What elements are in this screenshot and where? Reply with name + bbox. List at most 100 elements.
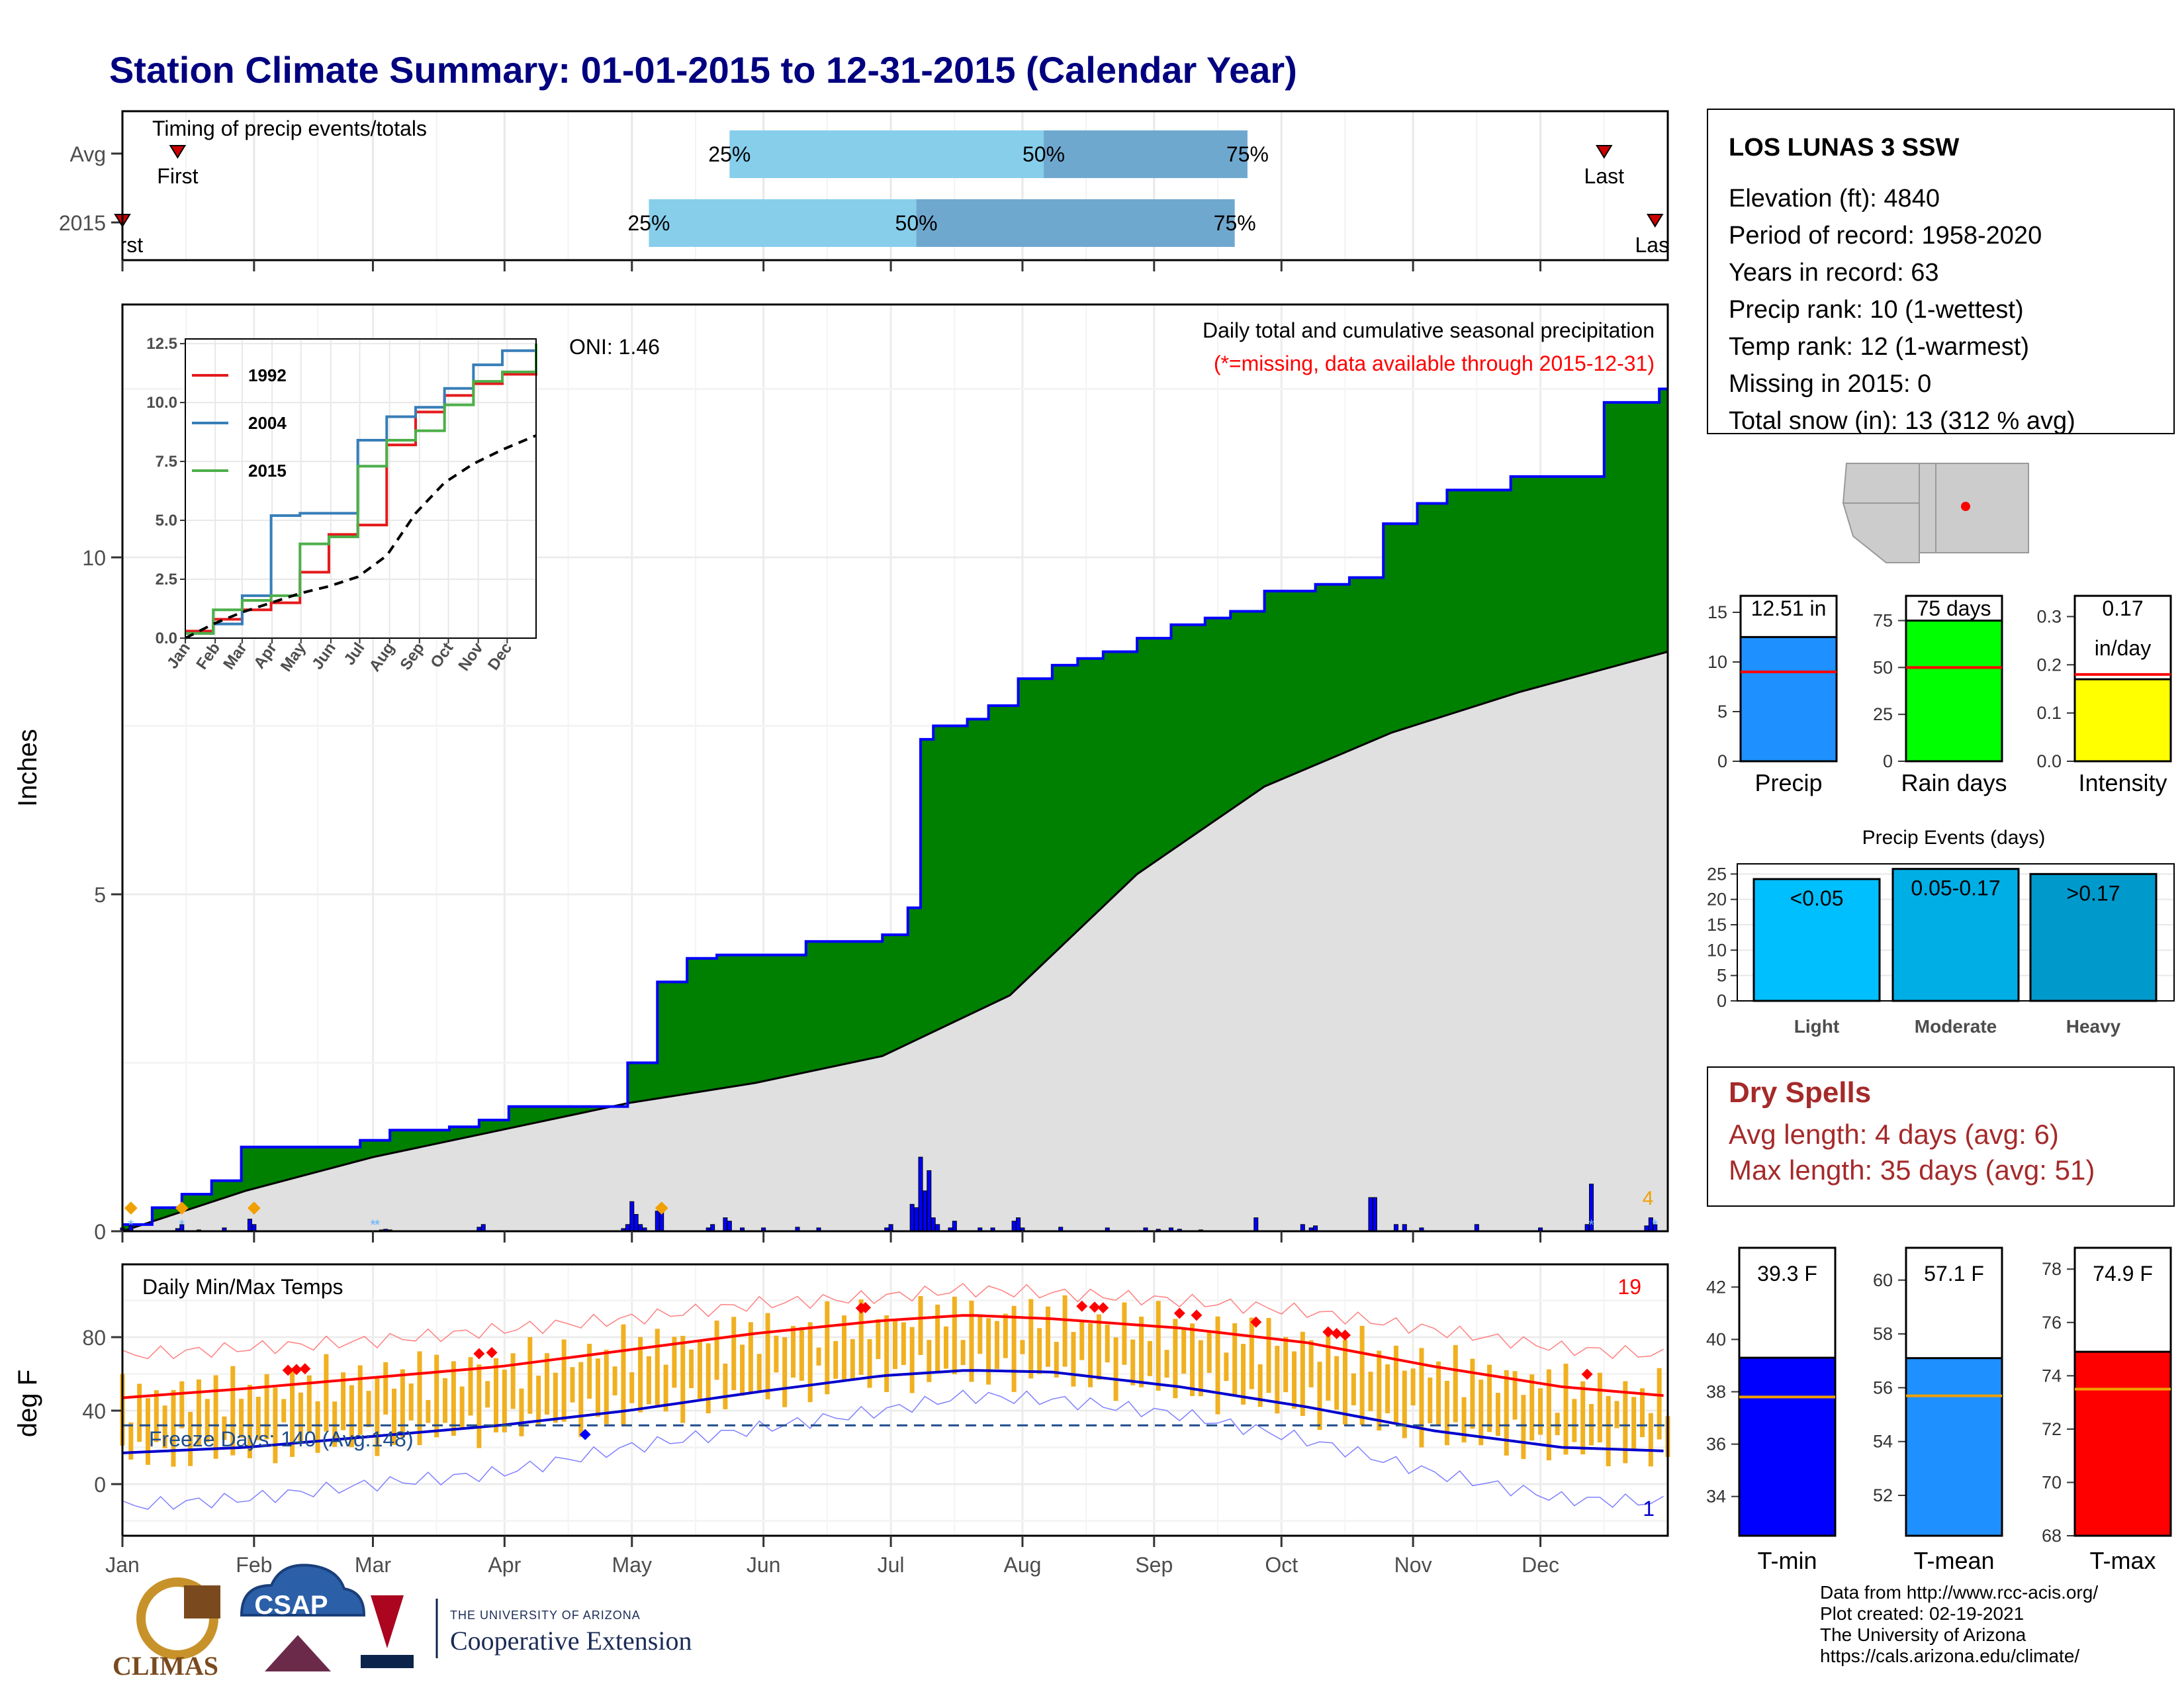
summary-ytick-label: 0.1 <box>2036 703 2062 723</box>
first-event-marker <box>169 145 187 159</box>
record-high-marker <box>1581 1368 1593 1380</box>
trace-marker: * <box>128 1217 134 1233</box>
temp-ytick-label: 40 <box>82 1399 106 1423</box>
daily-temp-bar <box>434 1354 439 1438</box>
daily-temp-bar <box>400 1369 405 1438</box>
event-range-label: 0.05-0.17 <box>1911 876 2000 900</box>
daily-temp-bar <box>1283 1336 1289 1393</box>
daily-precip-bar <box>1253 1217 1259 1232</box>
daily-temp-bar <box>791 1326 796 1378</box>
summary-ytick-label: 5 <box>1717 702 1727 722</box>
freeze-days-label: Freeze Days: 140 (Avg:148) <box>149 1427 414 1451</box>
daily-temp-bar <box>1266 1318 1271 1393</box>
timing-row-label: 2015 <box>59 211 106 235</box>
daily-temp-bar <box>1249 1317 1254 1389</box>
csap-cloud <box>240 1564 366 1617</box>
temp-summary-value-label: 57.1 F <box>1924 1262 1984 1286</box>
daily-temp-bars <box>120 1295 1670 1467</box>
daily-temp-bar <box>604 1349 609 1425</box>
daily-temp-bar <box>459 1386 465 1430</box>
temp-summary-ytick-label: 54 <box>1873 1432 1893 1452</box>
inset-series-line <box>185 344 537 635</box>
month-label: Jun <box>747 1553 781 1577</box>
climas-logo-text: CLIMAS <box>113 1651 218 1681</box>
cumulative-precip-line <box>122 387 1668 1226</box>
last-event-label: Last <box>1635 233 1676 257</box>
daily-temp-bar <box>1130 1339 1136 1385</box>
daily-temp-bar <box>366 1391 371 1428</box>
inset-legend-label: 2004 <box>248 413 287 433</box>
daily-temp-bar <box>196 1379 201 1446</box>
precip-ytick-label: 10 <box>82 546 106 570</box>
month-label: Oct <box>1265 1553 1298 1577</box>
daily-precip-bar <box>1300 1224 1305 1232</box>
temp-summary-ytick-label: 68 <box>2042 1526 2062 1546</box>
month-label: Dec <box>1522 1553 1559 1577</box>
daily-precip-bar <box>480 1224 486 1232</box>
daily-temp-bar <box>1206 1332 1212 1373</box>
daily-temp-bar <box>1241 1344 1246 1405</box>
daily-temp-bar <box>561 1339 567 1422</box>
event-bar <box>1891 868 2020 1002</box>
daily-temp-bar <box>1011 1305 1017 1392</box>
daily-temp-bar <box>1461 1397 1467 1443</box>
daily-temp-bar <box>264 1374 269 1440</box>
month-label: Mar <box>355 1553 391 1577</box>
daily-temp-bar <box>408 1383 414 1421</box>
daily-temp-bar <box>1215 1316 1220 1415</box>
daily-temp-bar <box>731 1317 737 1390</box>
trace-marker: * <box>1652 1217 1658 1233</box>
daily-temp-bar <box>960 1340 966 1366</box>
daily-temp-bar <box>1359 1325 1365 1425</box>
dry-spells-box: Dry Spells Avg length: 4 days (avg: 6) M… <box>1707 1066 2175 1207</box>
station-info-line: Period of record: 1958-2020 <box>1729 222 2042 250</box>
daily-temp-bar <box>1164 1350 1169 1378</box>
temp-summary-label: T-min <box>1758 1547 1817 1574</box>
precip-events-title: Precip Events (days) <box>1862 827 2046 849</box>
daily-precip-bar <box>710 1224 715 1232</box>
daily-temp-bar <box>162 1405 167 1449</box>
daily-precip-bar <box>633 1214 639 1232</box>
daily-temp-bar <box>595 1358 600 1417</box>
daily-temp-bar <box>247 1385 252 1458</box>
inset-legend: 1992 2004 2015 <box>192 365 287 481</box>
inset-frame <box>185 338 537 639</box>
summary-ytick-label: 0.0 <box>2036 751 2062 771</box>
daily-temp-bar <box>876 1319 881 1360</box>
daily-temp-bar <box>697 1339 702 1399</box>
temp-plot-bg <box>122 1264 1668 1536</box>
temp-summary-value-bar <box>1905 1357 2003 1537</box>
daily-temp-bar <box>171 1389 176 1467</box>
daily-temp-bar <box>1190 1323 1195 1397</box>
snow-marker <box>124 1201 138 1215</box>
daily-temp-bar <box>341 1372 346 1430</box>
summary-ytick-label: 0 <box>1883 751 1893 771</box>
event-bar <box>1752 878 1881 1002</box>
dry-spells-frame <box>1707 1066 2175 1207</box>
daily-temp-bar <box>1326 1331 1331 1401</box>
daily-temp-bar <box>553 1372 558 1423</box>
daily-temp-bar <box>1181 1329 1187 1374</box>
temp-lines <box>122 1282 1668 1510</box>
daily-temp-bar <box>417 1351 422 1446</box>
station-info-frame <box>1707 109 2175 434</box>
daily-temp-bar <box>1470 1358 1475 1429</box>
daily-temp-bar <box>1648 1413 1653 1467</box>
record-high-marker <box>486 1346 498 1358</box>
daily-temp-bar <box>1351 1373 1356 1405</box>
daily-temp-bar <box>1113 1337 1118 1401</box>
month-label: Aug <box>1003 1553 1041 1577</box>
temp-summary-ytick-label: 76 <box>2042 1313 2062 1333</box>
timing-p75-label: 75% <box>1226 142 1269 166</box>
daily-precip-bar <box>629 1201 635 1232</box>
footer-line-plot-created: Plot created: 02-19-2021 <box>1820 1603 2025 1624</box>
timing-p50-label: 50% <box>895 211 938 235</box>
daily-temp-bar <box>740 1344 745 1396</box>
station-location-dot <box>1961 502 1970 511</box>
daily-precip-bar <box>927 1170 932 1232</box>
daily-temp-bar <box>909 1327 915 1393</box>
inset-lines <box>185 344 537 639</box>
daily-temp-bar <box>825 1301 830 1395</box>
events-ytick-label: 20 <box>1707 890 1727 910</box>
